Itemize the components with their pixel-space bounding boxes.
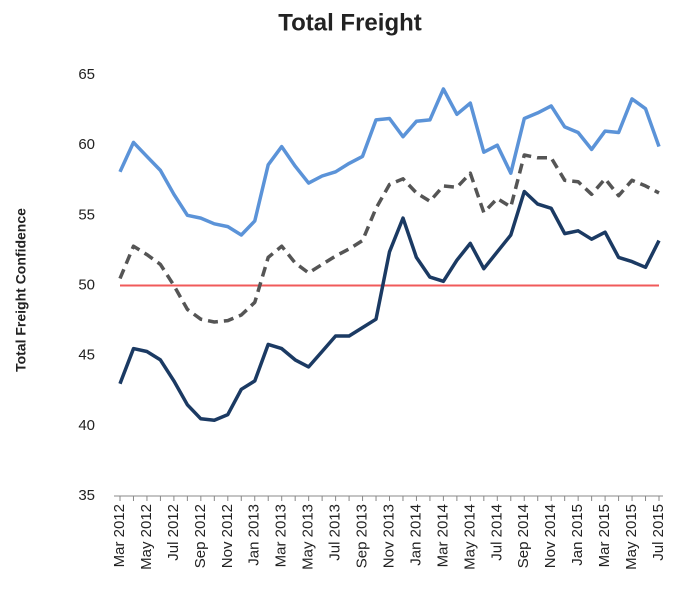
x-tick-label: Jul 2014 <box>488 504 505 561</box>
x-tick-label: Jan 2015 <box>569 504 586 566</box>
y-tick-label: 55 <box>78 206 95 223</box>
x-tick-label: Jan 2013 <box>246 504 263 566</box>
x-tick-label: Mar 2012 <box>111 504 128 567</box>
y-tick-label: 35 <box>78 487 95 504</box>
x-tick-label: Mar 2013 <box>273 504 290 567</box>
x-tick-label: Nov 2014 <box>542 504 559 568</box>
series-line <box>118 189 661 422</box>
x-tick-label: Mar 2014 <box>434 504 451 567</box>
x-tick-label: Jul 2015 <box>650 504 667 561</box>
x-tick-label: Sep 2013 <box>354 504 371 568</box>
x-tick-label: Mar 2015 <box>596 504 613 567</box>
series-line <box>118 153 660 324</box>
x-tick-label: Jul 2012 <box>165 504 182 561</box>
x-tick-label: May 2015 <box>623 504 640 570</box>
x-tick-label: Sep 2014 <box>515 504 532 568</box>
x-tick-label: Sep 2012 <box>192 504 209 568</box>
x-tick-label: Nov 2013 <box>380 504 397 568</box>
y-axis-label: Total Freight Confidence <box>13 208 29 372</box>
x-tick-label: Jul 2013 <box>327 504 344 561</box>
series-line <box>118 87 661 237</box>
x-tick-label: May 2012 <box>138 504 155 570</box>
y-tick-label: 45 <box>78 347 95 364</box>
x-tick-label: May 2014 <box>461 504 478 570</box>
y-tick-label: 50 <box>78 276 95 293</box>
y-tick-label: 40 <box>78 417 95 434</box>
y-tick-label: 65 <box>78 66 95 83</box>
chart-title: Total Freight <box>278 9 422 36</box>
x-tick-label: Nov 2012 <box>219 504 236 568</box>
y-tick-label: 60 <box>78 136 95 153</box>
x-tick-label: May 2013 <box>300 504 317 570</box>
x-tick-label: Jan 2014 <box>407 504 424 566</box>
